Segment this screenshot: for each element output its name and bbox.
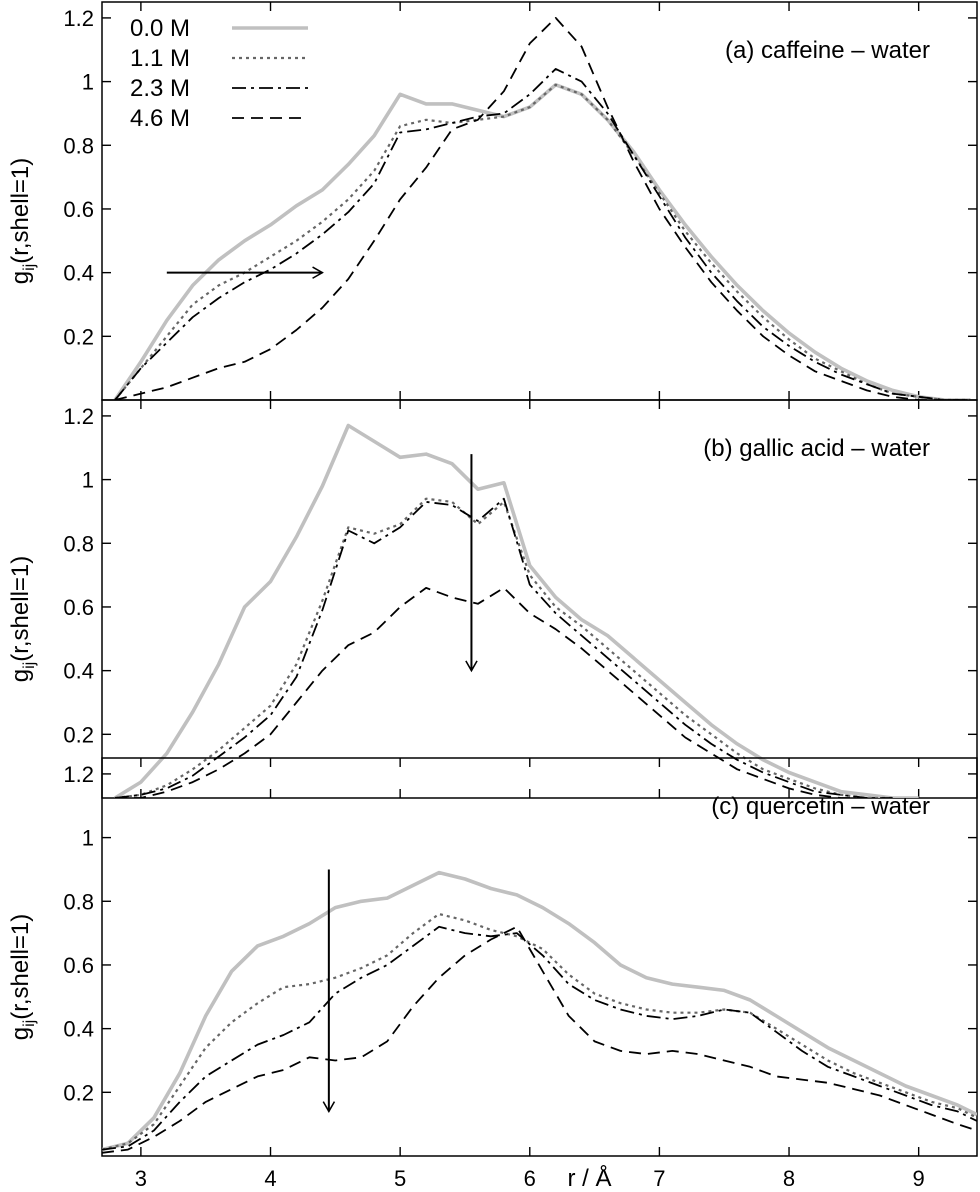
series-line-2-3-m: [114, 68, 971, 400]
y-tick-label: 1.2: [63, 6, 94, 31]
panels-group: 0.2 0.4 0.6 0.8 1 1.2 gij(r,shell=1) (a) caffei…: [7, 1, 978, 1191]
series-line-4-6-m: [102, 925, 977, 1154]
series-group: [102, 870, 977, 1154]
series-line-0-0-m: [102, 870, 977, 1152]
panel-c: 0.2 0.4 0.6 0.8 1 1.2 3 4 5 6 7 8 9 gij(r,shell=1) (c)…: [7, 757, 978, 1191]
y-tick-label: 0.4: [63, 659, 94, 684]
series-line-4-6-m: [114, 17, 971, 400]
y-axis-label: gij(r,shell=1): [7, 158, 38, 285]
panel-label: (a) caffeine – water: [725, 37, 930, 64]
y-tick-label: 1.2: [63, 404, 94, 429]
y-axis-label: gij(r,shell=1): [7, 556, 38, 683]
y-tick-label: 0.6: [63, 953, 94, 978]
panel-a: 0.2 0.4 0.6 0.8 1 1.2 gij(r,shell=1) (a) caffei…: [7, 1, 978, 401]
y-tick-label: 0.2: [63, 722, 94, 747]
series-group: [113, 17, 971, 400]
series-line-0-0-m: [113, 83, 971, 400]
x-tick-label: 8: [783, 1166, 795, 1191]
x-tick-label: 7: [653, 1166, 665, 1191]
series-line-2-3-m: [102, 925, 977, 1151]
y-tick-label: 1.2: [63, 762, 94, 787]
series-group: [114, 423, 919, 798]
y-tick-label: 0.2: [63, 324, 94, 349]
series-line-1-1-m: [114, 497, 893, 798]
panel-b: 0.2 0.4 0.6 0.8 1 1.2 gij(r,shell=1) (b) gallic…: [7, 399, 978, 799]
panel-label: (c) quercetin – water: [711, 793, 930, 820]
panel-frame: [101, 399, 978, 799]
series-line-4-6-m: [115, 587, 867, 798]
x-tick-label: 5: [394, 1166, 406, 1191]
y-tick-label: 0.4: [63, 261, 94, 286]
y-tick-label: 0.6: [63, 197, 94, 222]
panel-label: (b) gallic acid – water: [703, 435, 930, 462]
legend-label: 2.3 M: [130, 75, 190, 102]
series-line-1-1-m: [102, 912, 977, 1151]
series-line-2-3-m: [114, 497, 893, 798]
y-tick-label: 1: [82, 70, 94, 95]
legend: 0.0 M 1.1 M 2.3 M 4.6 M: [130, 15, 308, 132]
y-tick-label: 1: [82, 468, 94, 493]
x-axis-label: r / Å: [567, 1164, 611, 1192]
x-tick-label: 9: [913, 1166, 925, 1191]
legend-label: 1.1 M: [130, 45, 190, 72]
y-tick-label: 1: [82, 826, 94, 851]
x-tick-label: 3: [135, 1166, 147, 1191]
legend-label: 0.0 M: [130, 15, 190, 42]
x-tick-label: 4: [264, 1166, 276, 1191]
y-tick-label: 0.2: [63, 1080, 94, 1105]
panel-frame: [101, 757, 978, 1157]
y-tick-label: 0.8: [63, 889, 94, 914]
y-tick-label: 0.6: [63, 595, 94, 620]
y-tick-label: 0.8: [63, 133, 94, 158]
y-tick-label: 0.4: [63, 1017, 94, 1042]
legend-label: 4.6 M: [130, 105, 190, 132]
y-tick-label: 0.8: [63, 531, 94, 556]
y-axis-label: gij(r,shell=1): [7, 914, 38, 1041]
x-tick-label: 6: [524, 1166, 536, 1191]
series-line-0-0-m: [114, 423, 919, 798]
